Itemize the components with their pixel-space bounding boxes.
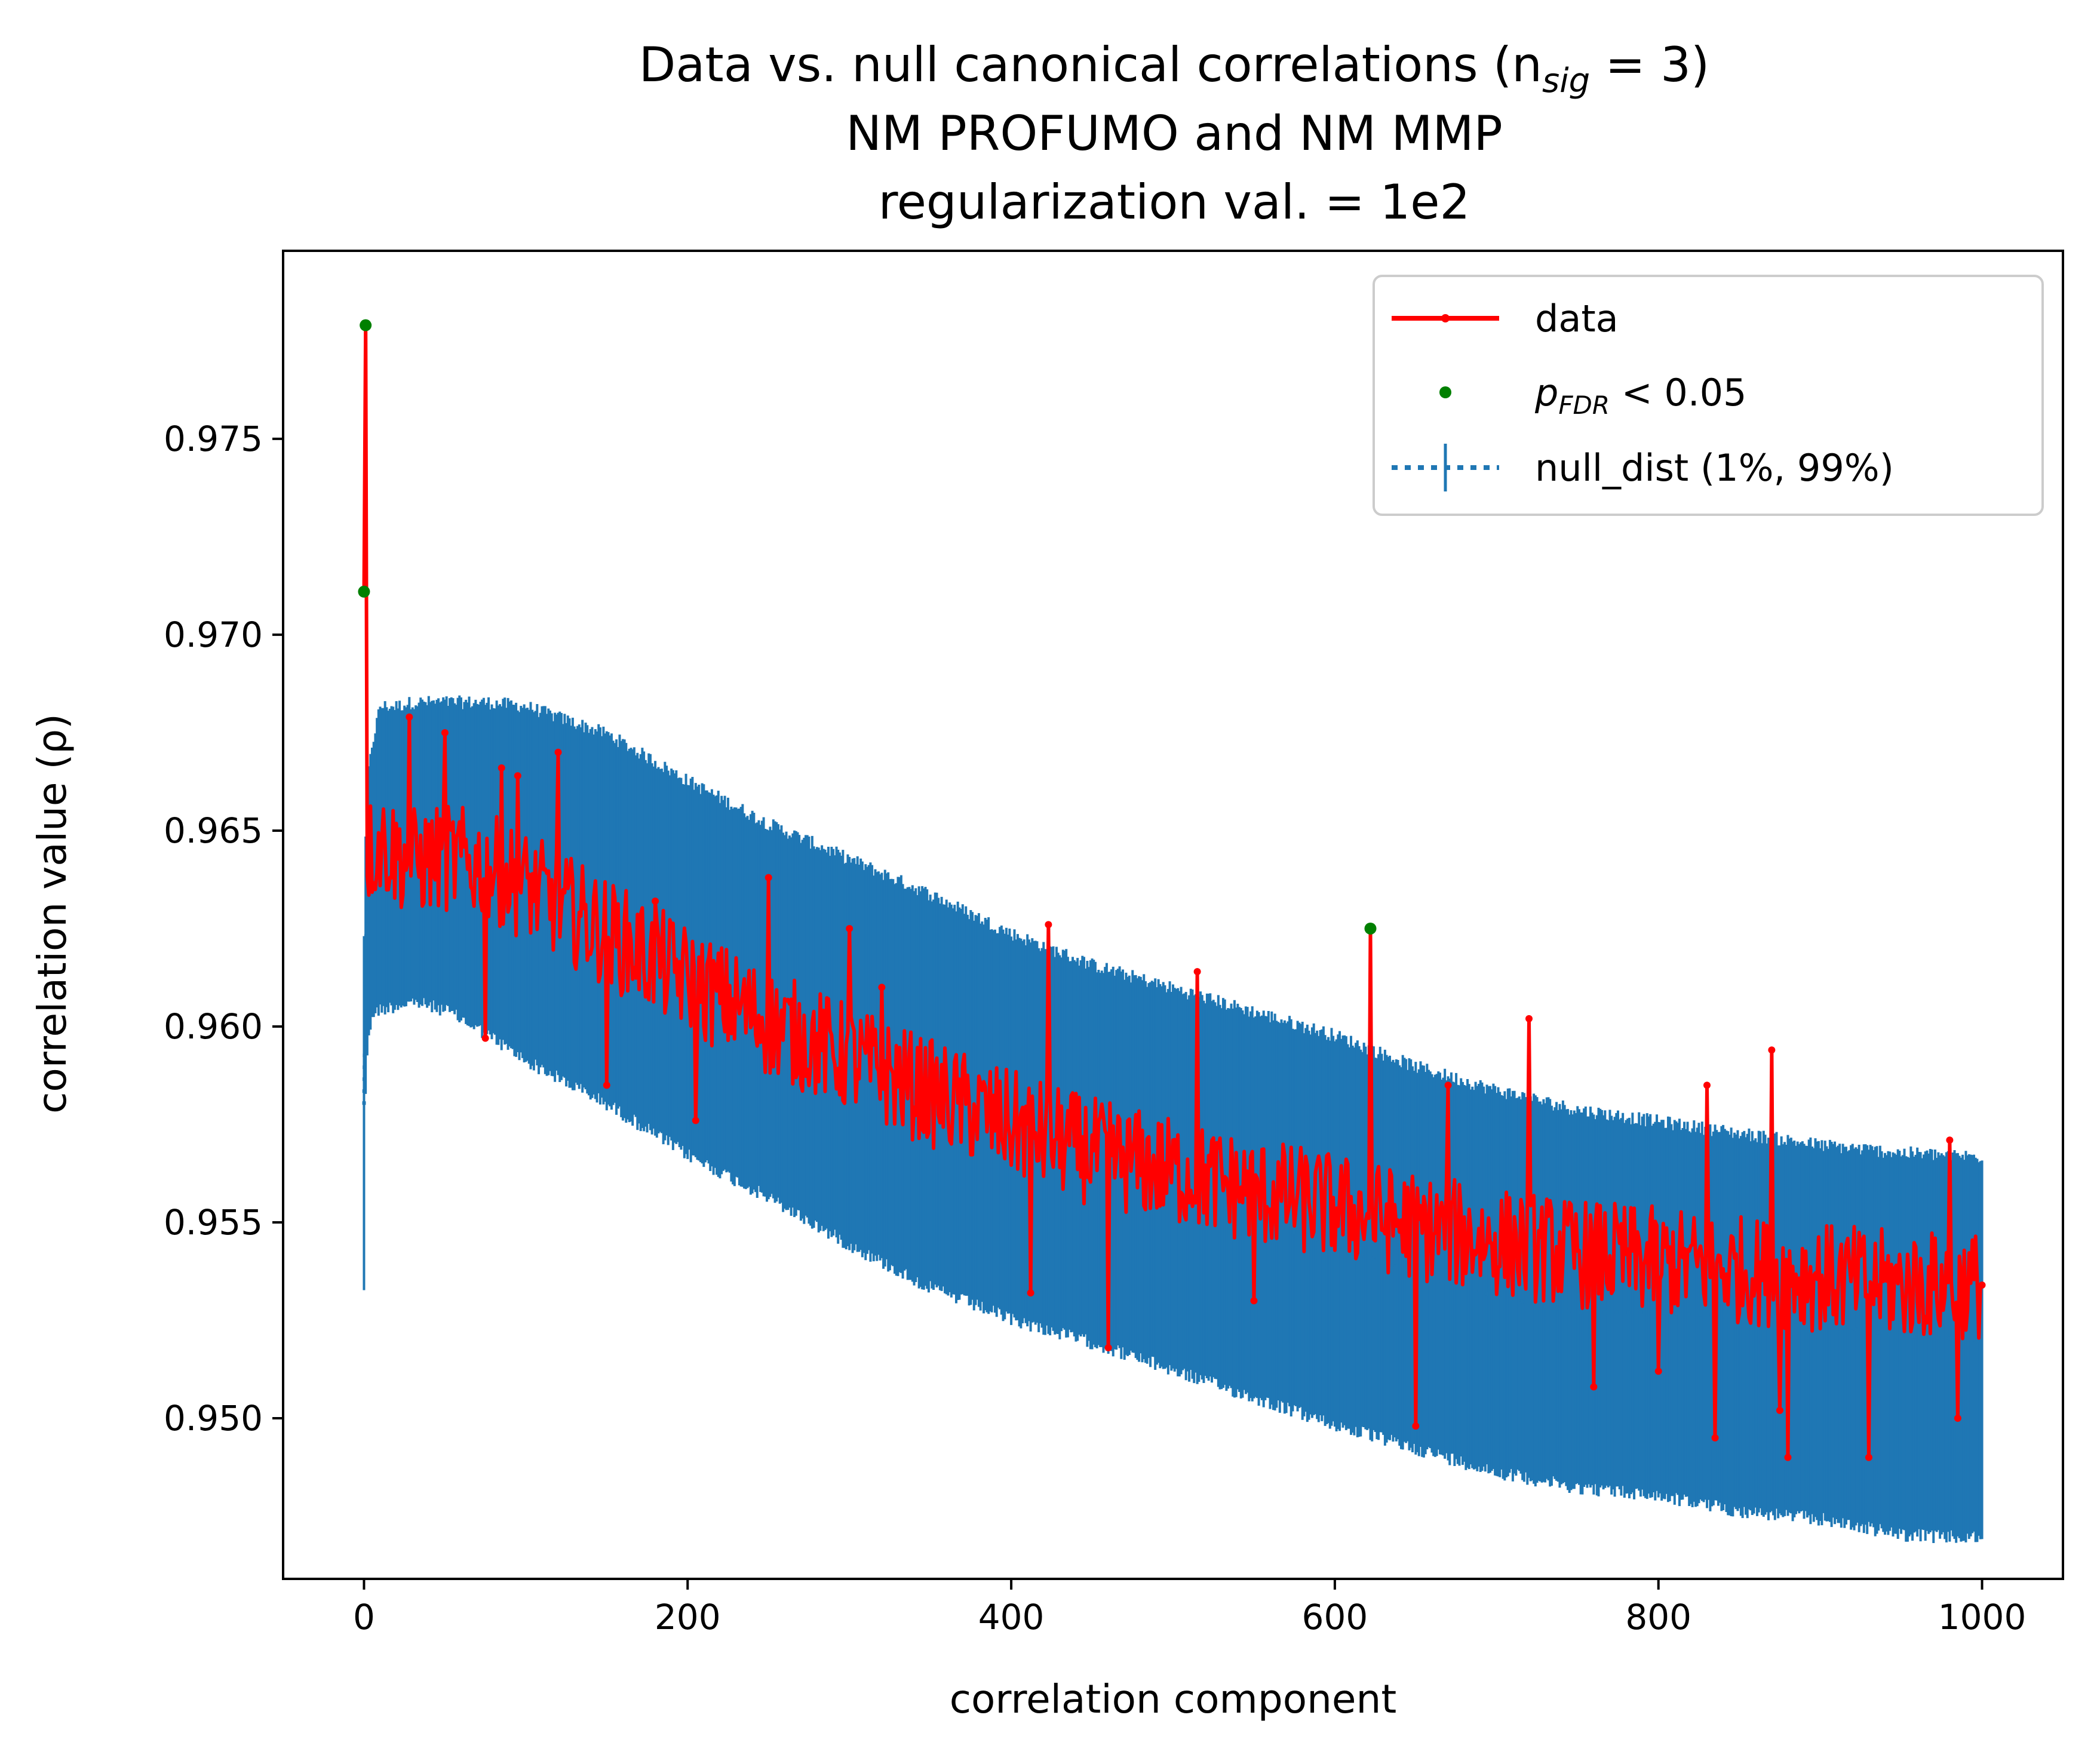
y-tick-label: 0.960 <box>164 1006 263 1047</box>
y-tick-label: 0.955 <box>164 1202 263 1243</box>
x-axis: 0 200 400 600 800 1000 <box>353 1579 2026 1637</box>
data-point <box>441 729 449 736</box>
legend-data-label: data <box>1535 297 1619 340</box>
data-point <box>406 713 413 721</box>
x-tick-label: 800 <box>1625 1597 1691 1637</box>
plot-frame <box>282 250 2064 1580</box>
data-point <box>846 924 853 932</box>
x-axis-label: correlation component <box>950 1676 1397 1722</box>
x-tick-label: 200 <box>655 1597 721 1637</box>
data-point <box>1703 1081 1711 1089</box>
data-point <box>878 984 886 991</box>
x-tick-label: 1000 <box>1938 1597 2027 1637</box>
plot-area <box>282 250 2064 1580</box>
x-tick-label: 0 <box>353 1597 375 1637</box>
data-point <box>1412 1422 1420 1430</box>
data-point <box>1590 1383 1598 1391</box>
data-point <box>1654 1367 1662 1375</box>
data-point <box>1978 1281 1986 1289</box>
data-point <box>1104 1344 1112 1351</box>
data-series <box>362 323 1986 1461</box>
legend-significant-label: pFDR < 0.05 <box>1534 371 1746 420</box>
significant-point <box>358 585 370 598</box>
y-tick-label: 0.950 <box>164 1398 263 1439</box>
significant-points <box>358 319 1377 935</box>
data-point <box>603 1081 610 1089</box>
data-point <box>692 1117 699 1124</box>
data-point <box>1250 1297 1258 1305</box>
data-point <box>514 772 521 780</box>
data-point <box>1711 1434 1719 1442</box>
chart-title-line-1: Data vs. null canonical correlations (ns… <box>639 37 1709 100</box>
data-point <box>1193 968 1201 976</box>
x-tick-label: 600 <box>1302 1597 1368 1637</box>
y-axis: 0.950 0.955 0.960 0.965 0.970 0.975 <box>164 419 283 1439</box>
legend-null-label: null_dist (1%, 99%) <box>1535 446 1894 490</box>
significant-point <box>360 319 372 331</box>
chart-title-line-3: regularization val. = 1e2 <box>879 174 1470 230</box>
data-point <box>1045 921 1052 929</box>
data-point <box>1865 1453 1872 1461</box>
data-point <box>1444 1081 1452 1089</box>
legend-significant-marker <box>1439 386 1451 398</box>
null-dist-errorbars <box>363 695 1984 1544</box>
data-point <box>1954 1415 1961 1422</box>
data-line <box>362 323 1984 1459</box>
x-tick-label: 400 <box>978 1597 1045 1637</box>
legend: data pFDR < 0.05 null_dist (1%, 99%) <box>1373 275 2044 516</box>
data-point <box>498 764 505 772</box>
data-point <box>1525 1015 1533 1022</box>
legend-data-marker <box>1441 314 1450 322</box>
data-point <box>1946 1136 1954 1144</box>
data-point <box>554 748 562 756</box>
y-tick-label: 0.975 <box>164 419 263 459</box>
data-point <box>652 898 659 905</box>
significant-point <box>1364 922 1377 935</box>
data-point <box>481 1034 489 1042</box>
chart-title-line-2: NM PROFUMO and NM MMP <box>846 106 1503 161</box>
y-tick-label: 0.965 <box>164 810 263 851</box>
data-point <box>765 874 772 881</box>
data-point <box>1784 1453 1792 1461</box>
legend-box <box>1373 275 2044 516</box>
y-axis-label: correlation value (ρ) <box>29 714 75 1114</box>
data-point <box>1027 1289 1034 1297</box>
data-point <box>1776 1406 1783 1414</box>
data-point <box>1768 1046 1776 1054</box>
y-tick-label: 0.970 <box>164 614 263 655</box>
